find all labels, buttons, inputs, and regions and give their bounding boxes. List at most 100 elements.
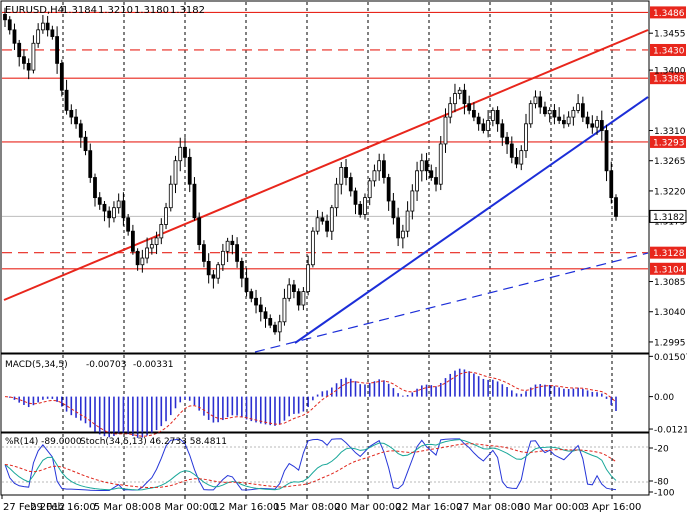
- candle-body: [495, 109, 500, 125]
- candle-body: [149, 244, 154, 249]
- candle-body: [88, 150, 93, 178]
- candle-body: [126, 217, 131, 232]
- candle-body: [17, 42, 22, 58]
- candle-body: [339, 167, 344, 185]
- price-panel[interactable]: EURUSD,H4 1.3184 1.3210 1.3180 1.3182: [0, 0, 650, 354]
- osc-tick-label: -20: [654, 445, 669, 455]
- current-price-tag: [649, 209, 687, 223]
- candle-body: [363, 197, 367, 215]
- price-level-label: 1.3293: [653, 138, 685, 148]
- macd-panel[interactable]: MACD(5,34,5) -0.00703 -0.00331: [0, 353, 650, 438]
- candle-body: [3, 14, 7, 21]
- candle-body: [391, 200, 396, 219]
- price-vertical-grid: [62, 2, 613, 352]
- osc-tick-label: -100: [654, 489, 675, 499]
- price-tick-label: 1.3455: [654, 30, 686, 40]
- candle-body: [258, 304, 263, 313]
- price-axis: 1.3486 1.3430 1.3388 1.3293 1.3128 1.3104 1.34…: [649, 6, 687, 348]
- candle-body: [254, 297, 258, 306]
- macd-axis: 0.01507 0.00 -0.01214: [649, 353, 687, 436]
- candle-body: [429, 170, 434, 178]
- candle-body: [590, 123, 595, 128]
- candle-body: [415, 170, 419, 192]
- candle-body: [59, 63, 64, 91]
- candle-body: [121, 200, 126, 219]
- candle-body: [31, 42, 36, 71]
- candle-body: [168, 183, 173, 209]
- price-tick-label: 1.3400: [654, 67, 686, 77]
- candle-body: [64, 89, 69, 111]
- candle-body: [424, 160, 429, 172]
- price-level-label: 1.3430: [653, 46, 685, 56]
- candle-body: [197, 217, 202, 246]
- time-label: 29 Feb 16:00: [30, 502, 96, 513]
- candle-body: [230, 240, 235, 246]
- candle-body: [97, 197, 102, 205]
- candle-body: [263, 311, 268, 319]
- candle-body: [448, 103, 453, 118]
- candle-body: [528, 103, 533, 125]
- blue-support-trendline[interactable]: [294, 96, 649, 344]
- osc-tick-label: -80: [654, 478, 669, 488]
- oscillator-panel[interactable]: %R(14) -89.0000 Stoch(34,5,13) 46.2733 5…: [0, 432, 650, 496]
- candle-body: [609, 170, 614, 199]
- candle-body: [36, 29, 41, 44]
- candle-body: [93, 177, 97, 199]
- candle-body: [206, 260, 211, 276]
- price-level-tag: [650, 43, 686, 56]
- candles: [3, 7, 618, 342]
- price-tick-label: 1.3310: [654, 127, 686, 137]
- candle-body: [164, 207, 168, 225]
- candle-body: [410, 190, 415, 212]
- candle-body: [604, 130, 609, 172]
- candle-body: [273, 324, 277, 333]
- time-label: 22 Mar 16:00: [396, 502, 463, 513]
- trendlines[interactable]: [3, 29, 649, 353]
- candle-body: [348, 177, 353, 192]
- macd-signal-path: [4, 371, 617, 437]
- candle-body: [334, 183, 339, 209]
- price-tick-label: 1.3085: [654, 278, 686, 288]
- candle-body: [40, 22, 45, 31]
- candle-body: [45, 22, 50, 31]
- red-channel-trendline[interactable]: [3, 29, 649, 301]
- candle-body: [12, 29, 17, 44]
- candle-body: [396, 217, 401, 239]
- price-level-tag: [650, 246, 686, 259]
- time-label: 20 Mar 00:00: [335, 502, 402, 513]
- macd-tick-label: 0.01507: [654, 353, 687, 363]
- price-level-label: 1.3388: [653, 75, 685, 85]
- candle-body: [358, 203, 363, 215]
- candle-body: [614, 197, 618, 217]
- candle-body: [216, 264, 221, 279]
- candle-body: [453, 93, 457, 105]
- time-label: 8 Mar 00:00: [155, 502, 215, 513]
- candle-body: [486, 120, 491, 131]
- candle-body: [187, 156, 192, 185]
- time-label: 27 Feb 2012: [3, 502, 65, 513]
- candle-body: [561, 120, 566, 125]
- price-tick-label: 1.3220: [654, 187, 686, 197]
- candle-body: [500, 123, 505, 138]
- candle-body: [438, 143, 443, 185]
- time-label: 5 Mar 08:00: [94, 502, 154, 513]
- candle-body: [130, 230, 135, 252]
- blue-dashed-trendline[interactable]: [254, 252, 649, 353]
- candle-body: [505, 136, 509, 145]
- price-level-tag: [650, 6, 686, 19]
- candle-body: [443, 116, 448, 145]
- candle-body: [576, 103, 581, 111]
- candle-body: [22, 56, 26, 64]
- oscillator-axis: -20 -80-100: [649, 445, 675, 499]
- candle-body: [405, 210, 410, 232]
- candle-body: [159, 224, 164, 239]
- candle-body: [467, 103, 472, 111]
- oscillator-lines: [4, 438, 617, 492]
- candle-body: [145, 247, 149, 259]
- candle-body: [55, 36, 60, 64]
- candle-body: [107, 210, 112, 219]
- candle-body: [367, 180, 372, 199]
- candle-body: [377, 160, 382, 172]
- macd-signal-line: [4, 371, 617, 437]
- horizontal-levels[interactable]: [2, 11, 648, 270]
